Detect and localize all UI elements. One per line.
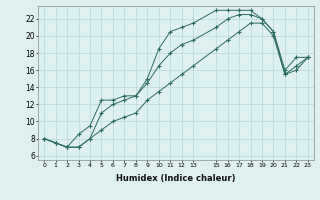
X-axis label: Humidex (Indice chaleur): Humidex (Indice chaleur) (116, 174, 236, 183)
